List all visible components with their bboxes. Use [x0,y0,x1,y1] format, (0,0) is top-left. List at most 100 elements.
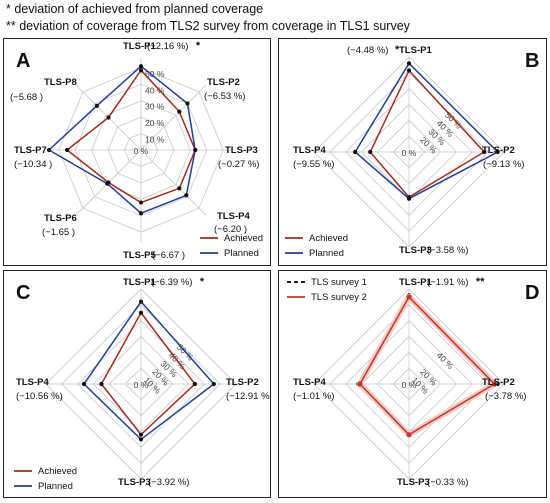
axis-label: TLS-P5 [123,250,156,261]
axis-deviation-label: (−6.39 %) [151,277,192,288]
data-point [406,294,412,300]
axis-label: TLS-P3 [399,245,432,256]
data-point [406,61,412,66]
axis-label: TLS-P3 [397,477,430,488]
radar-chart-c: C0 %10 %20 %30 %40 %50 %TLS-P1(−6.39 %) *… [14,276,270,492]
panel-letter-c: C [16,282,30,304]
panel-letter-a: A [16,50,30,72]
axis-deviation-label: (−2.16 %) [147,41,188,52]
data-point [105,181,110,186]
data-point [406,196,412,201]
significance-mark: ** [476,276,485,288]
axis-label: TLS-P2 [207,77,240,88]
data-point [185,101,190,106]
series-line-1 [100,311,196,436]
axis-deviation-label: (−1.01 %) [293,391,334,402]
significance-mark: * [200,276,205,288]
axis-label: TLS-P4 [217,211,250,222]
legend-label: Achieved [38,466,77,477]
radar-panel-a: A 0 % 10 % 20 % 30 % 40 % 50 % TLS-P1 (−2.16 %) *… [3,38,271,266]
axis-deviation-label: (−12.91 %) [226,391,270,402]
axis-deviation-label: (−6.67 ) [152,250,185,261]
legend-label: Planned [309,248,344,259]
axis-deviation-label: (−9.55 %) [293,159,334,170]
axis-deviation-label: (−4.48 %) [347,45,388,56]
axis-deviation-label: (−0.27 %) [218,159,259,170]
axis-label: TLS-P1 [399,277,432,288]
data-point [64,147,70,153]
legend-label: Planned [224,248,259,259]
footnote-achieved-vs-planned: * deviation of achieved from planned cov… [6,2,264,16]
legend-label: TLS survey 1 [311,277,367,288]
tick-label: 40 % [435,350,456,371]
data-point [482,149,487,155]
axis-label: TLS-P1 [123,41,156,52]
data-point [138,299,144,304]
axis-label: TLS-P2 [482,145,515,156]
tick-label: 50 % [145,69,165,79]
axis-label: TLS-P3 [225,145,258,156]
data-point [46,147,52,153]
legend-label: Planned [38,481,73,492]
tick-label: 0 % [134,146,149,156]
legend-label: Achieved [309,233,348,244]
axis-deviation-label: (−3.92 %) [148,477,189,488]
axis-label: TLS-P4 [293,145,326,156]
axis-deviation-label: (−6.20 ) [214,224,247,235]
tick-label: 0 % [134,380,149,390]
data-point [192,381,197,387]
tick-label: 30 % [145,102,165,112]
data-point [491,381,498,387]
data-point [357,381,363,387]
axis-label: TLS-P1 [399,45,432,56]
tick-label: 10 % [145,135,165,145]
radar-chart-b: B0 % 20 %30 %40 %50 %TLS-P1(−4.48 %) *TLS-… [285,44,539,259]
axis-label: TLS-P2 [226,377,259,388]
data-point [106,115,111,120]
axis-deviation-label: (−1.91 %) [427,277,468,288]
axis-label: TLS-P1 [123,277,156,288]
series-line-2 [354,62,499,200]
axis-label: TLS-P8 [44,77,77,88]
data-point [138,310,144,315]
footnote-tls2-vs-tls1: ** deviation of coverage from TLS2 surve… [6,19,410,33]
data-point [138,432,144,437]
radar-chart-d: D0 %10 %20 %40 %TLS-P1(−1.91 %) **TLS-P2(… [287,276,539,488]
axis-deviation-label: (−0.33 %) [427,477,468,488]
tick-label: 0 % [402,148,417,158]
data-point [138,64,144,69]
data-point [211,381,216,387]
axis-deviation-label: (−10.56 %) [16,391,63,402]
axis-deviation-label: (−3.78 %) [485,391,526,402]
axis-deviation-label: (−5.68 ) [10,92,43,103]
axis-deviation-label: (−6.53 %) [204,91,245,102]
axis-label: TLS-P3 [118,477,151,488]
grid-spoke [140,84,207,151]
panel-letter-d: D [525,282,539,304]
axis-label: TLS-P6 [44,213,77,224]
panel-letter-b: B [525,50,539,72]
data-point [138,200,144,205]
radar-chart-a: A 0 %10 % 20 % 30 % 40 % 50 % TLS-P1(−2.16 %) *… [10,40,263,261]
axis-label: TLS-P4 [16,377,49,388]
data-point [99,381,104,387]
data-point [138,68,144,73]
data-point [138,437,144,442]
axis-label: TLS-P2 [482,377,515,388]
axis-deviation-label: (−9.13 %) [483,159,524,170]
data-point [177,186,182,191]
legend-label: TLS survey 2 [311,292,367,303]
axis-label: TLS-P4 [293,377,326,388]
data-point [138,211,144,216]
data-point [193,147,198,153]
axis-deviation-label: (−10.34 ) [14,159,52,170]
tick-label: 40 % [145,85,165,95]
data-point [184,193,189,198]
data-point [406,432,412,438]
data-point [353,149,358,155]
axis-deviation-label: (−1.65 ) [42,227,75,238]
legend-label: Achieved [224,233,263,244]
